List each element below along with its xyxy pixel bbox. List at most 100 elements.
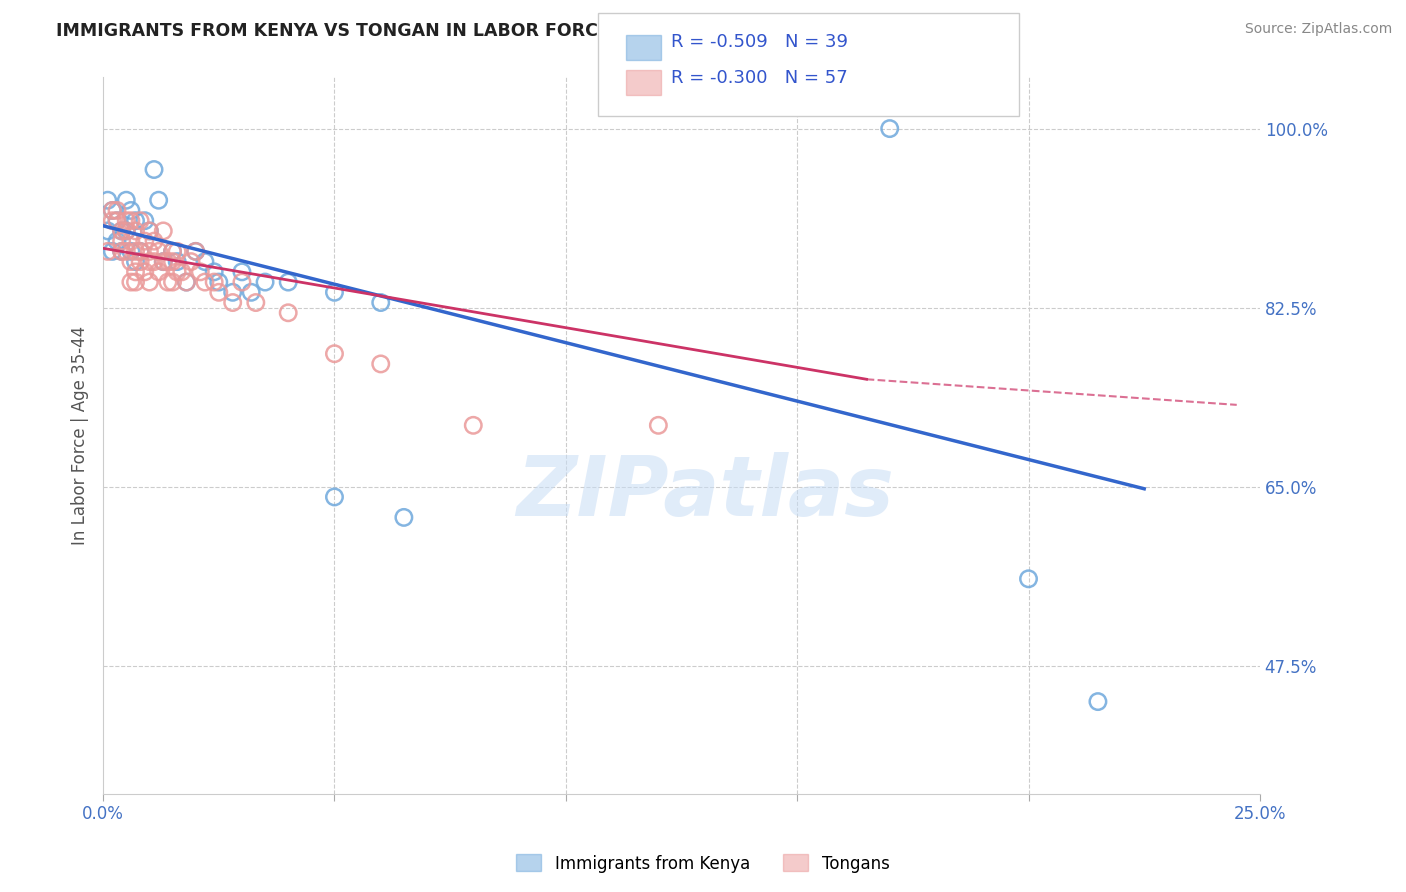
Point — [120, 275, 142, 289]
Point — [101, 244, 124, 259]
Point — [120, 234, 142, 248]
Point — [162, 244, 184, 259]
Point — [115, 193, 138, 207]
Point — [101, 203, 124, 218]
Point — [124, 213, 146, 227]
Point — [277, 306, 299, 320]
Point — [115, 224, 138, 238]
Point — [105, 234, 128, 248]
Point — [124, 275, 146, 289]
Point — [170, 265, 193, 279]
Point — [202, 275, 225, 289]
Point — [254, 275, 277, 289]
Point — [194, 275, 217, 289]
Point — [156, 254, 179, 268]
Point — [148, 265, 170, 279]
Point — [148, 244, 170, 259]
Point — [176, 275, 198, 289]
Point — [120, 254, 142, 268]
Point — [1018, 572, 1040, 586]
Point — [221, 295, 243, 310]
Point — [323, 490, 346, 504]
Point — [138, 224, 160, 238]
Point — [240, 285, 263, 300]
Point — [184, 244, 207, 259]
Point — [152, 254, 174, 268]
Point — [120, 203, 142, 218]
Point — [202, 265, 225, 279]
Text: IMMIGRANTS FROM KENYA VS TONGAN IN LABOR FORCE | AGE 35-44 CORRELATION CHART: IMMIGRANTS FROM KENYA VS TONGAN IN LABOR… — [56, 22, 945, 40]
Point — [370, 295, 392, 310]
Point — [97, 224, 120, 238]
Point — [120, 244, 142, 259]
Point — [134, 213, 156, 227]
Point — [647, 418, 669, 433]
Point — [221, 285, 243, 300]
Text: R = -0.509   N = 39: R = -0.509 N = 39 — [671, 33, 848, 51]
Point — [166, 254, 188, 268]
Point — [111, 244, 134, 259]
Point — [152, 254, 174, 268]
Point — [277, 275, 299, 289]
Point — [111, 244, 134, 259]
Point — [101, 213, 124, 227]
Point — [194, 254, 217, 268]
Point — [143, 234, 166, 248]
Point — [188, 265, 211, 279]
Point — [129, 244, 152, 259]
Point — [231, 275, 253, 289]
Point — [323, 285, 346, 300]
Point — [879, 121, 901, 136]
Y-axis label: In Labor Force | Age 35-44: In Labor Force | Age 35-44 — [72, 326, 89, 545]
Point — [156, 275, 179, 289]
Point — [370, 357, 392, 371]
Point — [245, 295, 267, 310]
Point — [231, 265, 253, 279]
Point — [323, 347, 346, 361]
Point — [129, 244, 152, 259]
Point — [134, 234, 156, 248]
Point — [162, 275, 184, 289]
Text: R = -0.300   N = 57: R = -0.300 N = 57 — [671, 69, 848, 87]
Point — [184, 244, 207, 259]
Point — [124, 265, 146, 279]
Point — [143, 254, 166, 268]
Point — [208, 285, 231, 300]
Point — [148, 193, 170, 207]
Point — [129, 254, 152, 268]
Point — [124, 254, 146, 268]
Text: ZIPatlas: ZIPatlas — [516, 452, 894, 533]
Text: Source: ZipAtlas.com: Source: ZipAtlas.com — [1244, 22, 1392, 37]
Point — [143, 162, 166, 177]
Legend: Immigrants from Kenya, Tongans: Immigrants from Kenya, Tongans — [510, 847, 896, 880]
Point — [120, 213, 142, 227]
Point — [180, 254, 202, 268]
Point — [111, 224, 134, 238]
Point — [208, 275, 231, 289]
Point — [115, 224, 138, 238]
Point — [105, 213, 128, 227]
Point — [134, 265, 156, 279]
Point — [97, 244, 120, 259]
Point — [124, 244, 146, 259]
Point — [138, 254, 160, 268]
Point — [105, 213, 128, 227]
Point — [138, 275, 160, 289]
Point — [124, 224, 146, 238]
Point — [162, 254, 184, 268]
Point — [162, 244, 184, 259]
Point — [152, 224, 174, 238]
Point — [463, 418, 485, 433]
Point — [115, 213, 138, 227]
Point — [111, 224, 134, 238]
Point — [392, 510, 415, 524]
Point — [166, 265, 188, 279]
Point — [115, 244, 138, 259]
Point — [176, 275, 198, 289]
Point — [97, 193, 120, 207]
Point — [1087, 695, 1109, 709]
Point — [138, 224, 160, 238]
Point — [129, 213, 152, 227]
Point — [166, 244, 188, 259]
Point — [138, 244, 160, 259]
